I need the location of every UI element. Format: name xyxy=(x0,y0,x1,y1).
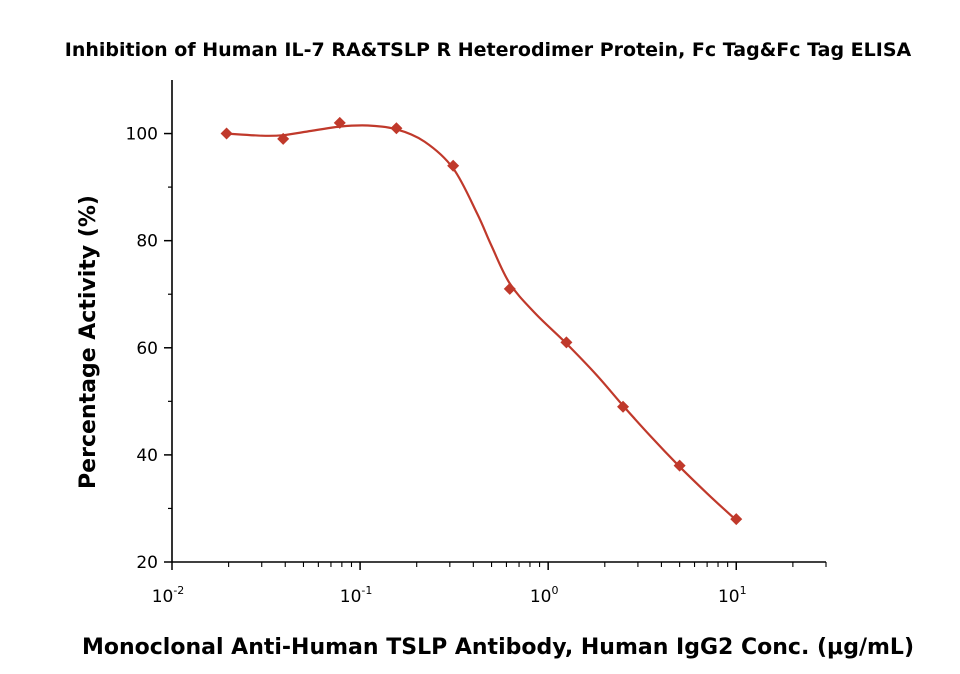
y-axis-ticks: 20 40 60 80 100 xyxy=(126,125,172,573)
data-points xyxy=(220,116,743,526)
x-tick-exponent: 1 xyxy=(740,584,747,597)
x-tick-exponent: -2 xyxy=(173,584,184,597)
axes xyxy=(171,80,826,563)
fit-curve xyxy=(226,124,738,522)
x-tick-label: 10-2 xyxy=(152,584,185,607)
data-point xyxy=(673,459,686,472)
y-axis-title: Percentage Activity (%) xyxy=(76,195,101,489)
data-point xyxy=(220,127,233,140)
x-axis-ticks: 10-2 10-1 100 101 xyxy=(152,562,827,607)
data-point xyxy=(560,336,573,349)
data-point xyxy=(730,513,743,526)
chart-title: Inhibition of Human IL-7 RA&TSLP R Heter… xyxy=(65,39,912,61)
y-tick-label: 100 xyxy=(126,125,158,145)
y-tick-label: 40 xyxy=(136,446,158,466)
y-tick-label: 60 xyxy=(136,339,158,359)
data-point xyxy=(447,159,460,172)
data-point xyxy=(617,400,630,413)
y-tick-label: 20 xyxy=(136,553,158,573)
x-tick-label: 101 xyxy=(718,584,747,607)
y-tick-label: 80 xyxy=(136,232,158,252)
data-point xyxy=(503,282,516,295)
x-axis-title: Monoclonal Anti-Human TSLP Antibody, Hum… xyxy=(82,635,914,660)
x-tick-exponent: -1 xyxy=(361,584,372,597)
x-tick-label: 10-1 xyxy=(340,584,373,607)
data-point xyxy=(333,116,346,129)
data-point xyxy=(277,132,290,145)
x-tick-exponent: 0 xyxy=(551,584,558,597)
data-point xyxy=(390,122,403,135)
x-tick-label: 100 xyxy=(530,584,559,607)
